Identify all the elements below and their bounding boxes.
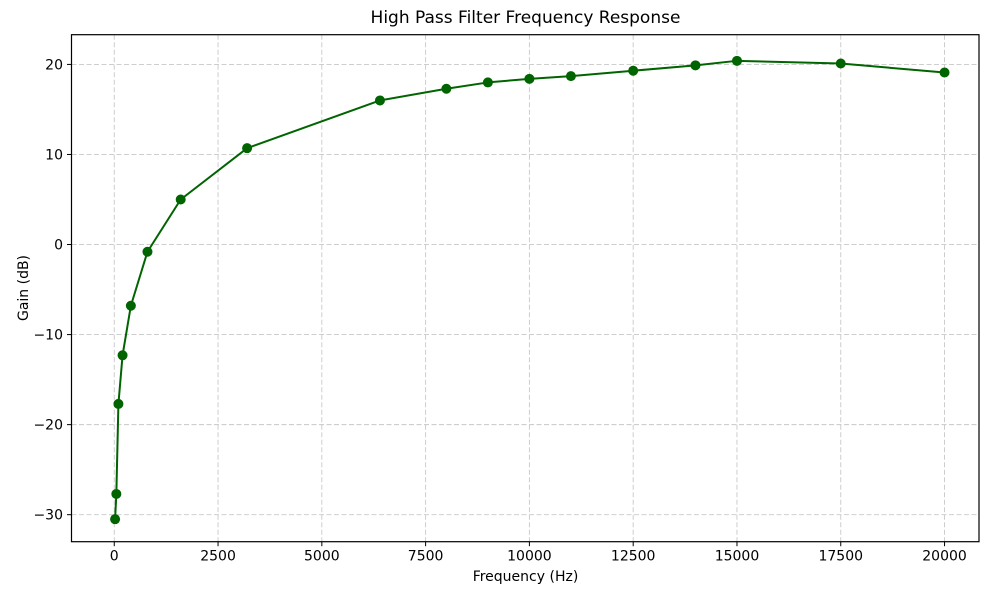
x-tick-label: 0: [110, 549, 119, 565]
data-point: [374, 95, 385, 106]
y-tick-label: −10: [33, 328, 63, 344]
data-point: [113, 398, 124, 409]
x-tick-label: 15000: [715, 549, 760, 565]
x-tick-label: 10000: [507, 549, 552, 565]
y-tick-label: 10: [45, 147, 63, 163]
data-point: [242, 143, 253, 154]
x-tick-label: 20000: [922, 549, 967, 565]
chart-title: High Pass Filter Frequency Response: [370, 8, 681, 28]
data-point: [482, 77, 493, 88]
y-tick-label: −30: [33, 508, 63, 524]
data-line: [114, 59, 946, 521]
x-tick-label: 7500: [408, 549, 444, 565]
plot-border: [70, 34, 980, 543]
y-tick-label: 0: [54, 238, 63, 254]
x-tick-label: 5000: [304, 549, 340, 565]
data-point: [565, 71, 576, 82]
data-point: [835, 58, 846, 69]
data-point: [441, 83, 452, 94]
data-point: [125, 300, 136, 311]
y-tick-label: −20: [33, 418, 63, 434]
data-point: [111, 488, 122, 499]
data-point: [524, 73, 535, 84]
x-tick-label: 17500: [818, 549, 863, 565]
data-point: [175, 194, 186, 205]
data-point: [690, 60, 701, 71]
x-axis-label: Frequency (Hz): [472, 569, 579, 585]
data-point: [731, 55, 742, 66]
data-point: [628, 65, 639, 76]
data-point: [110, 514, 121, 525]
x-tick-label: 2500: [200, 549, 236, 565]
data-point: [117, 350, 128, 361]
data-point: [939, 67, 950, 78]
y-tick-label: 20: [45, 57, 63, 73]
y-axis-label: Gain (dB): [16, 254, 32, 322]
data-point: [142, 246, 153, 257]
x-tick-label: 12500: [611, 549, 656, 565]
